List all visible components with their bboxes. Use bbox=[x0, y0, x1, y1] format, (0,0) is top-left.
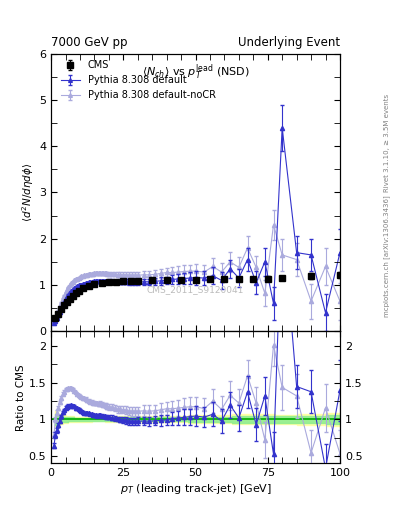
Text: Underlying Event: Underlying Event bbox=[238, 36, 340, 49]
Text: mcplots.cern.ch [arXiv:1306.3436]: mcplots.cern.ch [arXiv:1306.3436] bbox=[384, 195, 391, 317]
Text: Rivet 3.1.10, ≥ 3.5M events: Rivet 3.1.10, ≥ 3.5M events bbox=[384, 94, 390, 193]
Text: CMS_2011_S9120041: CMS_2011_S9120041 bbox=[147, 285, 244, 294]
Y-axis label: Ratio to CMS: Ratio to CMS bbox=[16, 364, 26, 431]
Y-axis label: $\langle d^{2} N/d\eta d\phi \rangle$: $\langle d^{2} N/d\eta d\phi \rangle$ bbox=[20, 163, 36, 222]
Text: 7000 GeV pp: 7000 GeV pp bbox=[51, 36, 128, 49]
Text: $\langle N_{ch}\rangle$ vs $p_T^{\rm lead}$ (NSD): $\langle N_{ch}\rangle$ vs $p_T^{\rm lea… bbox=[141, 62, 250, 82]
X-axis label: $p_T$ (leading track-jet) [GeV]: $p_T$ (leading track-jet) [GeV] bbox=[119, 482, 272, 497]
Legend: CMS, Pythia 8.308 default, Pythia 8.308 default-noCR: CMS, Pythia 8.308 default, Pythia 8.308 … bbox=[57, 56, 220, 104]
